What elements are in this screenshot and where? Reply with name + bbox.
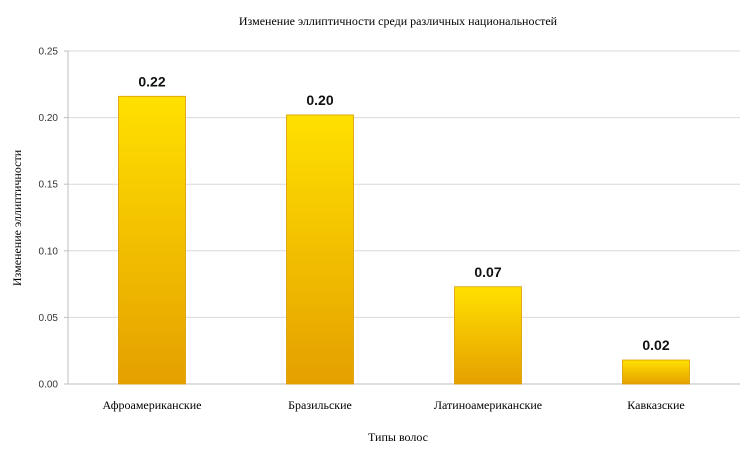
x-axis-categories: Афроамериканские Бразильские Латиноамерика… [103,398,685,412]
data-labels: 0.22 0.20 0.07 0.02 [138,73,669,353]
data-label: 0.22 [138,73,165,89]
y-axis-title: Изменение эллиптичности [10,149,24,286]
data-label: 0.02 [642,337,669,353]
data-label: 0.20 [306,92,333,108]
x-category-label: Латиноамериканские [434,398,542,412]
y-tick-label: 0.25 [39,47,59,58]
y-tick-label: 0.15 [39,180,59,191]
y-tick-label: 0.20 [39,113,59,124]
x-axis-title: Типы волос [368,430,428,444]
bar [286,114,354,385]
y-tick-label: 0.10 [39,246,59,257]
x-category-label: Афроамериканские [103,398,202,412]
y-tick-label: 0.05 [39,313,59,324]
bar [454,286,522,385]
x-category-label: Бразильские [288,398,352,412]
bar [118,95,186,385]
y-axis-ticks: 0.00 0.05 0.10 0.15 0.20 0.25 [39,47,68,391]
x-category-label: Кавказские [627,398,684,412]
y-tick-label: 0.00 [39,380,59,391]
bars [118,95,690,385]
data-label: 0.07 [474,264,501,280]
bar [622,359,690,385]
chart-title: Изменение эллиптичности среди различных … [239,14,558,28]
